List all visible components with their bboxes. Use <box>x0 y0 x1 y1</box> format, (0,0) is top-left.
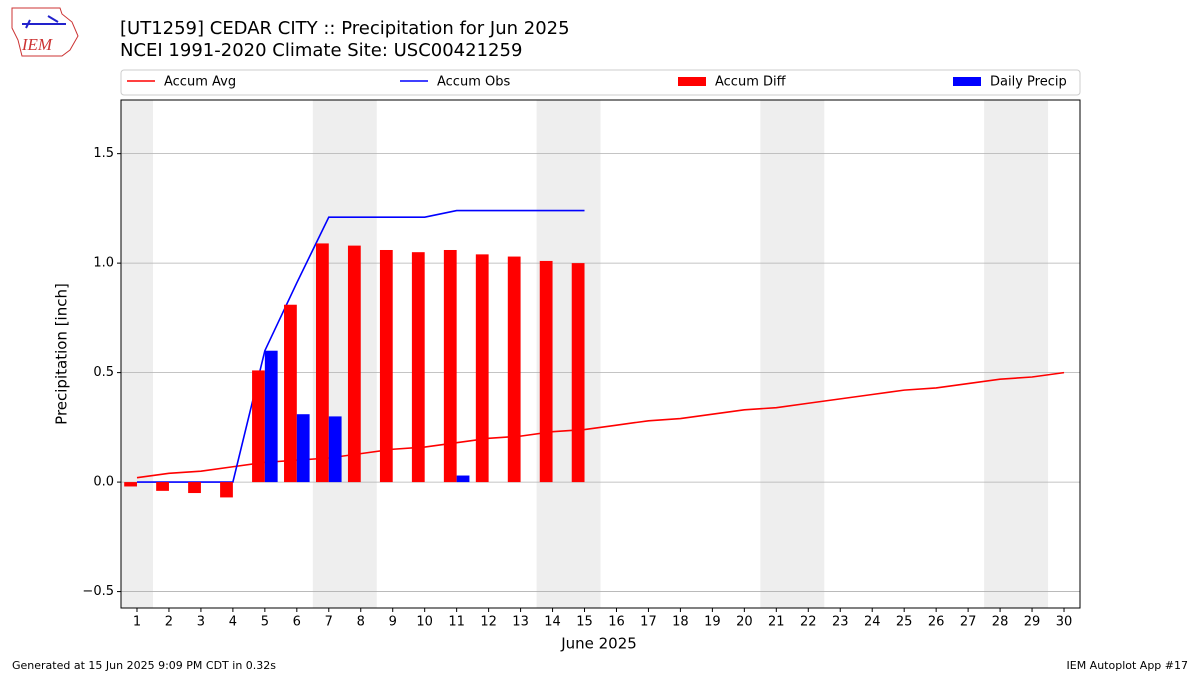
chart-subtitle: NCEI 1991-2020 Climate Site: USC00421259 <box>120 40 522 61</box>
line <box>136 209 585 483</box>
x-tick-label: 26 <box>928 615 945 630</box>
bar <box>315 243 329 483</box>
x-tick-label: 20 <box>736 615 753 630</box>
x-tick-label: 2 <box>165 615 173 630</box>
bar <box>284 304 297 483</box>
x-tick-label: 4 <box>229 615 237 630</box>
y-tick-label: 0.5 <box>93 365 114 380</box>
bar <box>571 263 585 483</box>
x-tick-label: 24 <box>864 615 881 630</box>
bar <box>456 475 470 483</box>
chart-title: [UT1259] CEDAR CITY :: Precipitation for… <box>120 18 570 39</box>
legend-swatch <box>678 77 706 86</box>
x-tick-label: 19 <box>704 615 721 630</box>
footer-right: IEM Autoplot App #17 <box>1067 659 1189 672</box>
bar <box>124 482 137 487</box>
x-tick-label: 22 <box>800 615 817 630</box>
bar <box>539 260 553 483</box>
x-tick-label: 9 <box>389 615 397 630</box>
y-tick-label: 1.5 <box>93 146 114 161</box>
bar <box>379 249 393 483</box>
x-tick-label: 23 <box>832 615 849 630</box>
x-axis-label: June 2025 <box>560 635 637 653</box>
legend-label: Accum Diff <box>715 75 787 90</box>
legend-label: Accum Obs <box>437 75 510 90</box>
x-tick-label: 12 <box>480 615 497 630</box>
legend-box <box>120 69 1081 96</box>
logo-lines <box>22 15 66 29</box>
x-tick-label: 6 <box>293 615 301 630</box>
x-tick-label: 30 <box>1056 615 1073 630</box>
weekend-shade <box>760 100 825 608</box>
bar <box>411 252 425 483</box>
logo-text: IEM <box>21 35 53 54</box>
y-axis-label: Precipitation [inch] <box>53 283 71 425</box>
x-tick-label: 27 <box>960 615 977 630</box>
logo: IEM <box>11 7 79 57</box>
bar <box>264 350 278 483</box>
bar <box>328 416 342 483</box>
x-tick-label: 15 <box>576 615 593 630</box>
bar <box>475 254 489 483</box>
legend-label: Accum Avg <box>164 75 236 90</box>
x-tick-label: 3 <box>197 615 205 630</box>
x-tick-label: 14 <box>544 615 561 630</box>
weekend-shade <box>121 100 153 608</box>
x-tick-label: 11 <box>448 615 465 630</box>
logo-outline <box>11 7 79 57</box>
x-tick-label: 13 <box>512 615 529 630</box>
x-tick-label: 29 <box>1024 615 1041 630</box>
footer-left: Generated at 15 Jun 2025 9:09 PM CDT in … <box>12 659 276 672</box>
x-tick-label: 7 <box>325 615 333 630</box>
y-tick-label: −0.5 <box>82 584 114 599</box>
bar <box>156 482 169 491</box>
x-tick-label: 18 <box>672 615 689 630</box>
bar <box>188 482 201 494</box>
x-tick-label: 25 <box>896 615 913 630</box>
x-tick-label: 10 <box>416 615 433 630</box>
x-tick-label: 16 <box>608 615 625 630</box>
plot-frame <box>120 99 1081 609</box>
bar <box>220 482 233 498</box>
x-tick-label: 1 <box>133 615 141 630</box>
bar <box>507 256 521 483</box>
y-tick-label: 0.0 <box>93 475 114 490</box>
weekend-shade <box>984 100 1049 608</box>
x-tick-label: 28 <box>992 615 1009 630</box>
x-tick-label: 21 <box>768 615 785 630</box>
y-tick-label: 1.0 <box>93 256 114 271</box>
x-tick-label: 17 <box>640 615 657 630</box>
legend-label: Daily Precip <box>990 75 1067 90</box>
bar <box>252 370 265 483</box>
legend-swatch <box>953 77 981 86</box>
bar <box>347 245 361 483</box>
bar <box>296 414 310 483</box>
x-tick-label: 8 <box>357 615 365 630</box>
bar <box>443 249 457 483</box>
x-tick-label: 5 <box>261 615 269 630</box>
